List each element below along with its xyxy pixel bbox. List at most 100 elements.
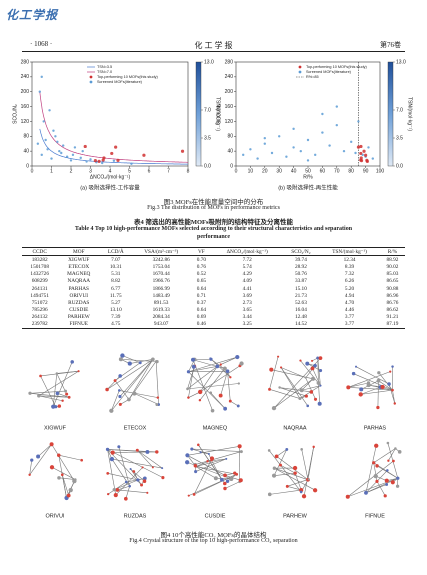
structure-label: RUZDAS bbox=[124, 513, 147, 519]
atom bbox=[207, 452, 210, 456]
table-cell: 13.10 bbox=[109, 307, 122, 314]
crystal-structure bbox=[345, 441, 402, 499]
bond bbox=[40, 375, 57, 407]
crystal-structure bbox=[346, 365, 397, 410]
atom bbox=[391, 388, 394, 392]
colorbar-tick-label: 13.0 bbox=[396, 59, 406, 65]
table-cell: 3.25 bbox=[211, 320, 283, 330]
atom bbox=[293, 471, 297, 475]
atom bbox=[106, 471, 110, 475]
bond bbox=[117, 485, 130, 491]
table-cell: 6.77 bbox=[111, 285, 121, 292]
colorbar-tick-label: 7.0 bbox=[204, 107, 211, 113]
atom bbox=[113, 493, 118, 498]
table-cell: 8.39 bbox=[344, 263, 355, 270]
atom bbox=[68, 487, 73, 493]
atom bbox=[319, 384, 322, 387]
atom bbox=[223, 406, 228, 411]
bond bbox=[353, 373, 393, 391]
table-cell: 21.73 bbox=[294, 292, 307, 299]
data-point bbox=[292, 127, 295, 131]
atom bbox=[57, 453, 61, 457]
atom bbox=[279, 463, 282, 467]
bond bbox=[273, 378, 314, 409]
atom bbox=[187, 396, 190, 399]
colorbar-tick-label: 0.0 bbox=[396, 163, 403, 169]
atom bbox=[186, 387, 189, 391]
bond bbox=[38, 395, 63, 402]
atom bbox=[307, 478, 310, 481]
table-row: 608299 NAQRAA 8.82 1966.76 0.65 4.09 33.87 6.26… bbox=[22, 278, 405, 285]
table-cell: 0.69 bbox=[196, 314, 207, 321]
bond bbox=[378, 372, 393, 391]
table-cell: 4.94 bbox=[344, 292, 355, 299]
table-cell: 10.31 bbox=[109, 263, 122, 270]
structure-label: XIGWUF bbox=[44, 425, 67, 431]
bond bbox=[57, 393, 70, 398]
atom bbox=[279, 366, 283, 369]
data-point bbox=[342, 149, 346, 153]
atom bbox=[384, 478, 389, 483]
bond bbox=[106, 375, 121, 390]
atom bbox=[301, 494, 307, 499]
x-tick-label: 90 bbox=[363, 168, 369, 174]
atom bbox=[107, 492, 110, 496]
atom bbox=[304, 376, 307, 379]
bond bbox=[301, 385, 321, 391]
bond bbox=[119, 390, 158, 398]
atom bbox=[397, 450, 402, 454]
figure-4: XIGWUF ETECOX MAGNEQ NAQRAA PARHAS ORIVUI RUZD… bbox=[28, 353, 402, 519]
table-cell: 39.74 bbox=[294, 256, 307, 263]
data-point bbox=[114, 145, 118, 149]
atom bbox=[239, 450, 243, 454]
atom bbox=[191, 357, 196, 362]
atom bbox=[237, 382, 240, 385]
atom bbox=[318, 356, 323, 361]
tsn-curve bbox=[39, 91, 188, 163]
figure-3-caption-en: Fig.3 The distribution of MOFs in perfor… bbox=[147, 205, 280, 211]
x-tick-label: 80 bbox=[348, 168, 354, 174]
column-header: ΔNCO₂/(mol·kg⁻¹) bbox=[211, 246, 283, 257]
atom bbox=[229, 476, 234, 482]
atom bbox=[54, 405, 58, 409]
atom bbox=[237, 444, 242, 449]
bond bbox=[347, 477, 398, 498]
table-cell: 1494751 bbox=[30, 292, 49, 299]
atom bbox=[51, 404, 56, 409]
bond bbox=[29, 444, 52, 475]
atom bbox=[129, 467, 132, 471]
atom bbox=[309, 390, 314, 394]
legend-marker bbox=[89, 80, 93, 84]
bond bbox=[220, 371, 228, 396]
atom bbox=[317, 401, 322, 406]
atom bbox=[39, 374, 42, 378]
atom bbox=[393, 402, 397, 405]
volume: 第76卷 bbox=[380, 41, 401, 49]
atom bbox=[272, 466, 277, 470]
data-point bbox=[44, 138, 47, 142]
column-header: MOF bbox=[57, 246, 101, 257]
table-cell: 87.19 bbox=[379, 320, 405, 330]
atom bbox=[67, 395, 71, 399]
atom bbox=[299, 488, 304, 493]
bond bbox=[51, 466, 76, 480]
atom bbox=[57, 476, 61, 480]
atom bbox=[219, 477, 224, 482]
atom bbox=[138, 361, 142, 365]
bond bbox=[111, 359, 154, 411]
bond bbox=[192, 359, 213, 411]
data-point bbox=[60, 151, 63, 155]
y-tick-label: 0 bbox=[230, 163, 233, 169]
table-cell: 11.75 bbox=[109, 292, 122, 299]
atom bbox=[155, 403, 159, 406]
header-rule bbox=[22, 51, 405, 52]
bond bbox=[52, 361, 73, 407]
legend-marker bbox=[298, 65, 302, 69]
data-point bbox=[40, 75, 43, 79]
table-cell: 0.37 bbox=[196, 299, 207, 306]
data-point bbox=[357, 120, 360, 123]
data-point bbox=[101, 161, 104, 165]
atom bbox=[55, 391, 60, 396]
atom bbox=[77, 370, 80, 373]
atom bbox=[225, 369, 230, 374]
